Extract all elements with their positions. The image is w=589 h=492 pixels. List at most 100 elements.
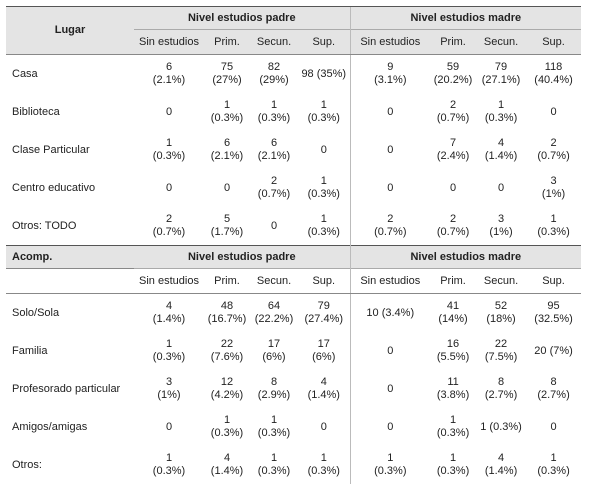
cell-line: 3 [550,175,557,187]
column-header: Secun. [250,29,298,55]
cell-line: 79 [494,61,508,73]
data-cell: 1 (0.3%) [298,169,350,207]
data-cell: 7 (2.4%) [430,131,476,169]
data-cell: 1 (0.3%) [134,446,204,484]
data-cell: 0 [204,169,250,207]
data-row: Casa 6 (2.1%) 75 (27%) 82 (29%) 98 (35%) 9 (3.1%)… [6,54,581,94]
cell-line: 52 [494,300,508,312]
data-cell: 0 [250,207,298,246]
cell-line: 0 [387,143,394,156]
cell-line: (32.5%) [534,313,573,325]
cell-line: 4 [165,300,173,312]
cell-line: 1 [270,452,278,464]
data-cell: 0 [298,408,350,446]
cell-line: (0.3%) [436,427,470,439]
cell-line: (16.7%) [207,313,247,325]
data-cell: 1 (0.3%) [476,93,526,131]
cell-line: 59 [446,61,460,73]
group-header: Nivel estudios padre [134,6,351,30]
cell-line: 8 [497,376,505,388]
cell-line: 0 [165,181,173,194]
data-cell: 48 (16.7%) [204,294,250,333]
data-cell: 17 (6%) [298,332,350,370]
cell-line: (0.3%) [257,112,291,124]
data-cell: 1 (0.3%) [204,93,250,131]
data-cell: 82 (29%) [250,55,298,94]
group-header-row: Acomp. Nivel estudios padre Nivel estudios… [6,245,582,269]
cell-line: 20 (7%) [534,344,573,357]
cell-line: (1%) [541,188,566,200]
cell-line: (1.7%) [210,226,244,238]
row-header-label: Lugar [6,6,134,55]
row-label: Profesorado particular [12,382,121,395]
cell-line: (0.3%) [307,465,340,477]
cell-line: 1 [270,99,278,111]
cell-line: 0 [387,344,394,357]
cell-line: (2.1%) [257,150,291,162]
cell-line: 17 [267,338,281,350]
group-header: Nivel estudios padre [134,245,351,269]
cell-line: (0.3%) [152,465,186,477]
data-cell: 1 (0.3%) [430,446,476,484]
row-label: Centro educativo [12,181,96,194]
data-cell: 0 [298,131,350,169]
cell-line: (0.3%) [210,427,244,439]
data-cell: 1 (0.3%) [250,408,298,446]
data-cell: 1 (0.3%) [298,207,350,246]
cell-line: (18%) [486,313,516,325]
cell-line: 5 [223,213,231,225]
row-label: Biblioteca [12,105,60,118]
cell-line: (0.7%) [436,112,470,124]
column-header: Sin estudios [134,29,204,55]
cell-line: (29%) [259,74,289,86]
cell-line: 3 [497,213,505,225]
cell-line: 2 [449,99,457,111]
data-cell: 79 (27.4%) [298,294,350,333]
cell-line: 64 [267,300,281,312]
data-cell: 98 (35%) [298,55,350,94]
cell-line: 7 [449,137,457,149]
group-header: Nivel estudios madre [349,245,582,269]
data-cell: 11 (3.8%) [430,370,476,408]
data-cell: 64 (22.2%) [250,294,298,333]
data-cell: 4 (1.4%) [204,446,250,484]
data-cell: 0 [349,169,431,207]
cell-line: 1 [497,99,505,111]
data-cell: 2 (0.7%) [430,93,476,131]
cell-line: 0 [387,420,394,433]
cell-line: 1 [223,99,231,111]
cell-line: 0 [223,181,231,194]
data-row: Otros: TODO 2 (0.7%) 5 (1.7%) 0 1 (0.3%) 2 (0.7%)… [6,207,581,246]
cell-line: (2.7%) [537,389,570,401]
data-cell: 2 (0.7%) [134,207,204,246]
data-row: Biblioteca 0 1 (0.3%) 1 (0.3%) 1 (0.3%) 0 2 (0.7%)… [6,93,581,131]
cell-line: (0.3%) [374,465,407,477]
cell-line: (1.4%) [210,465,244,477]
cell-line: 9 [387,61,394,73]
cell-line: (1.4%) [307,389,340,401]
cell-line: 0 [497,181,505,194]
row-label: Amigos/amigas [12,420,88,433]
data-cell: 1 (0.3%) [250,446,298,484]
cell-line: 0 [387,181,394,194]
cell-line: (0.3%) [436,465,470,477]
data-cell: 12 (4.2%) [204,370,250,408]
data-cell: 118 (40.4%) [526,55,581,94]
row-label: Otros: [12,458,42,471]
data-cell: 5 (1.7%) [204,207,250,246]
cell-line: (6%) [312,351,336,363]
data-cell: 1 (0.3%) [204,408,250,446]
cell-line: (7.5%) [484,351,518,363]
cell-line: 0 [550,420,557,433]
data-cell: 0 [134,169,204,207]
cell-line: (2.9%) [257,389,291,401]
cell-line: 0 [550,105,557,118]
cell-line: 6 [165,61,173,73]
cell-line: 1 [320,452,327,464]
data-row: Profesorado particular 3 (1%) 12 (4.2%) 8 (2.9… [6,370,581,408]
cell-line: 95 [547,300,560,312]
data-cell: 52 (18%) [476,294,526,333]
data-cell: 0 [476,169,526,207]
data-cell: 0 [134,408,204,446]
cell-line: 8 [550,376,557,388]
